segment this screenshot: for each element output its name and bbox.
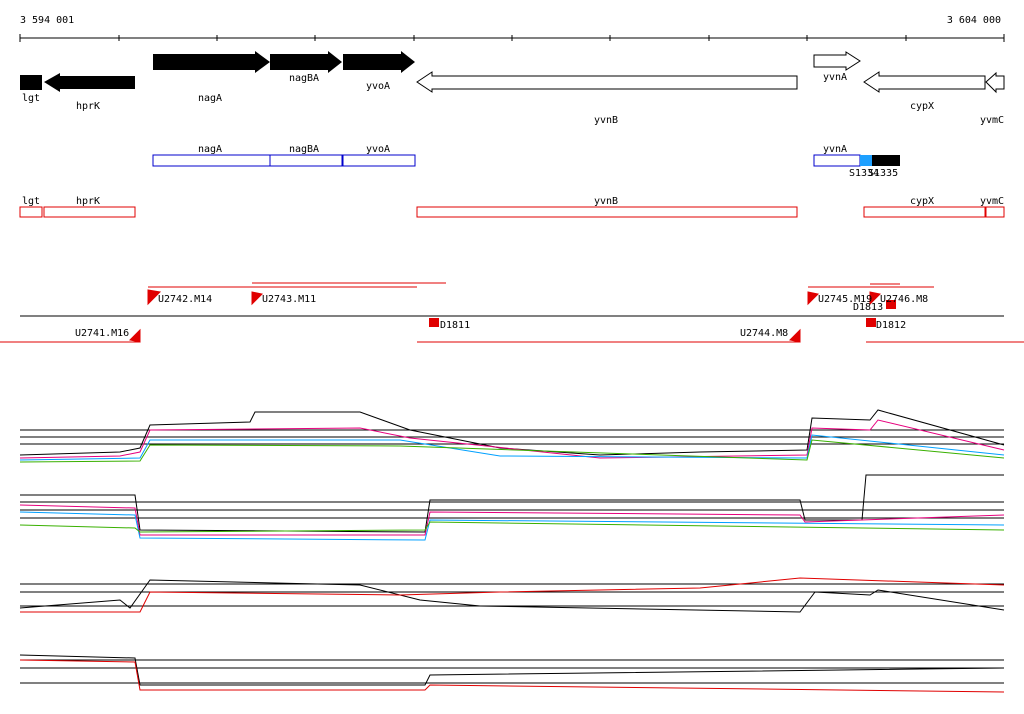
transcript-label: yvoA: [366, 144, 390, 155]
segment-label: U2746.M8: [880, 294, 928, 305]
orf-label: hprK: [76, 196, 100, 207]
transcript-label: nagBA: [289, 144, 319, 155]
profile-line: [20, 577, 1005, 613]
orf-track: lgt hprK yvnB cypX yvmC: [19, 196, 1005, 218]
gene-arrow: [153, 51, 270, 73]
expression-panels: [19, 409, 1005, 693]
segment-label: U2744.M8: [740, 328, 788, 339]
feature-box: [860, 155, 872, 166]
transcript-box: [813, 154, 861, 167]
transcript-box: [152, 154, 271, 167]
profile-line: [19, 504, 1005, 536]
segment-marker: [429, 318, 439, 327]
segment-label: U2745.M19: [818, 294, 872, 305]
ruler-end: 3 604 000: [947, 15, 1001, 26]
segment-marker: [866, 318, 876, 327]
segment-label: U2743.M11: [262, 294, 316, 305]
transcript-track: nagA nagBA yvoA yvnA S1334 S1335: [152, 144, 900, 179]
gene-label: yvoA: [366, 81, 390, 92]
gene-label: nagBA: [289, 73, 319, 84]
gene-arrow: [416, 71, 798, 93]
profile-line: [19, 434, 1005, 461]
profile-line: [19, 579, 1005, 613]
segment-lines: [0, 282, 1024, 343]
segment-label: U2742.M14: [158, 294, 212, 305]
transcript-label: yvnA: [823, 144, 847, 155]
feature-label: S1335: [868, 168, 898, 179]
ruler: 3 594 001 3 604 000: [19, 15, 1005, 42]
gene-arrow: [863, 71, 986, 93]
reference-lines: [20, 429, 1004, 684]
orf-label: lgt: [22, 196, 40, 207]
gene-arrow: [20, 75, 42, 90]
gene-label: nagA: [198, 93, 222, 104]
profile-line: [19, 409, 1005, 456]
orf-label: yvmC: [980, 196, 1004, 207]
gene-label: yvnB: [594, 115, 618, 126]
gene-arrow: [343, 51, 415, 73]
profile-line: [19, 654, 1005, 686]
feature-label: S1334: [849, 168, 879, 179]
gene-arrow: [270, 51, 342, 73]
gene-track: lgt hprK nagA nagBA yvoA yvnB yvnA cypX …: [20, 51, 1005, 126]
profile-line: [19, 439, 1005, 463]
gene-label: lgt: [22, 93, 40, 104]
gene-label: yvmC: [980, 115, 1004, 126]
ruler-start: 3 594 001: [20, 15, 74, 26]
segment-marker: [886, 300, 896, 309]
segment-label: D1812: [876, 320, 906, 331]
orf-box: [19, 206, 43, 218]
transcript-box: [342, 154, 416, 167]
gene-label: hprK: [76, 101, 100, 112]
orf-box: [43, 206, 136, 218]
gene-arrow: [813, 51, 861, 71]
transcript-label: nagA: [198, 144, 222, 155]
orf-box: [863, 206, 986, 218]
segment-label: D1813: [853, 302, 883, 313]
gene-label: cypX: [910, 101, 934, 112]
profile-line: [19, 511, 1005, 541]
segment-track: U2741.M16 U2742.M14 U2743.M11 D1811 U274…: [0, 282, 1024, 343]
segment-flags: [128, 289, 882, 343]
gene-arrow: [44, 73, 135, 92]
profile-line: [19, 659, 1005, 693]
profile-line: [20, 474, 1004, 533]
transcript-box: [269, 154, 343, 167]
gene-label: yvnA: [823, 72, 847, 83]
segment-label: U2741.M16: [75, 328, 129, 339]
orf-label: cypX: [910, 196, 934, 207]
gene-arrow: [985, 71, 1005, 94]
ruler-ticks: [19, 34, 1005, 42]
orf-box: [416, 206, 798, 218]
profile-line: [19, 521, 1005, 533]
profile-line: [19, 419, 1005, 459]
orf-label: yvnB: [594, 196, 618, 207]
feature-box: [872, 155, 900, 166]
orf-box: [985, 206, 1005, 218]
segment-label: D1811: [440, 320, 470, 331]
